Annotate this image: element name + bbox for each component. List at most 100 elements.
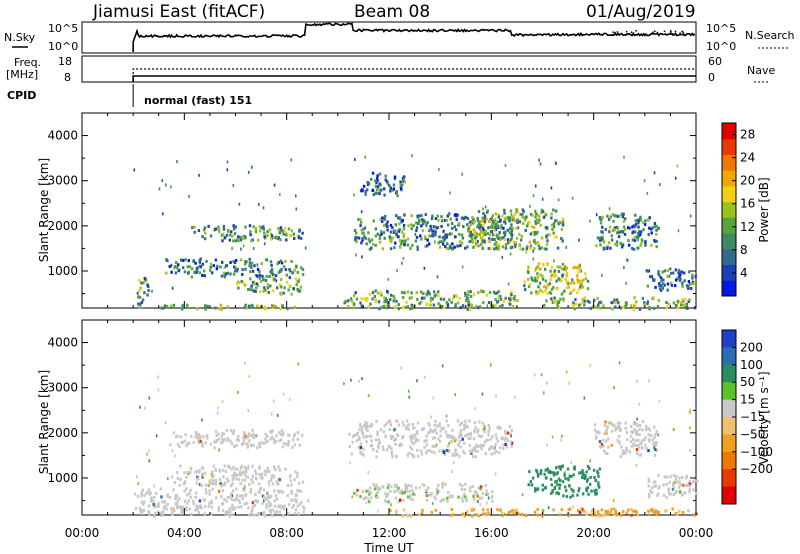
echo-cell [484, 229, 487, 233]
echo-cell [653, 453, 657, 457]
nsearch-point [652, 31, 654, 34]
echo-cell [393, 246, 396, 250]
echo-cell [156, 510, 160, 514]
echo-cell [469, 489, 472, 493]
echo-cell [518, 220, 522, 224]
echo-cell [653, 484, 656, 488]
echo-cell [676, 480, 679, 484]
freq-unit: [MHz] [6, 68, 38, 81]
echo-cell [510, 233, 514, 237]
echo-cell [264, 279, 268, 282]
echo-cell [663, 283, 666, 287]
echo-cell [521, 493, 524, 497]
echo-cell [643, 301, 646, 305]
echo-cell [291, 438, 295, 442]
echo-cell [161, 509, 165, 513]
echo-cell [426, 238, 429, 242]
echo-cell [190, 275, 193, 279]
echo-cell [195, 505, 198, 509]
echo-cell [395, 214, 398, 218]
echo-cell [375, 299, 378, 303]
echo-cell [271, 508, 274, 512]
echo-cell [400, 291, 404, 294]
echo-cell [557, 222, 560, 226]
echo-cell [609, 510, 612, 514]
echo-cell [473, 490, 476, 494]
echo-cell [549, 291, 553, 295]
echo-cell [258, 465, 261, 469]
echo-cell [410, 440, 414, 444]
echo-cell [193, 230, 196, 234]
echo-cell [640, 439, 644, 443]
echo-cell [248, 375, 251, 378]
echo-cell [365, 489, 368, 493]
echo-cell [626, 437, 629, 441]
echo-cell [469, 240, 473, 243]
echo-cell [537, 221, 540, 224]
echo-cell [183, 471, 186, 475]
echo-cell [436, 214, 439, 218]
echo-cell [412, 455, 415, 459]
echo-cell [488, 447, 491, 451]
echo-cell [634, 222, 638, 226]
echo-cell [265, 470, 268, 473]
nsky-label: N.Sky [4, 31, 36, 44]
echo-cell [292, 232, 296, 236]
echo-cell [578, 267, 581, 271]
echo-cell [279, 193, 281, 197]
echo-cell [286, 484, 290, 488]
echo-cell [387, 420, 390, 424]
echo-cell [479, 434, 482, 438]
echo-cell [678, 509, 681, 513]
echo-cell [197, 441, 201, 445]
echo-cell [632, 247, 636, 251]
echo-cell [388, 184, 391, 187]
echo-cell [270, 271, 273, 275]
echo-cell [521, 247, 525, 251]
echo-cell [643, 443, 647, 447]
echo-cell [416, 215, 419, 219]
echo-cell [231, 431, 234, 435]
echo-cell [278, 504, 281, 508]
echo-cell [636, 417, 638, 421]
echo-cell [595, 431, 598, 435]
echo-cell [442, 451, 446, 455]
echo-cell [483, 239, 486, 243]
echo-cell [432, 396, 435, 400]
echo-cell [515, 511, 518, 514]
echo-cell [266, 286, 270, 290]
echo-cell [186, 265, 189, 269]
echo-cell [152, 499, 155, 503]
echo-cell [251, 281, 255, 285]
echo-cell [269, 232, 273, 236]
echo-cell [551, 490, 554, 494]
echo-cell [155, 434, 158, 438]
echo-cell [475, 513, 478, 517]
echo-cell [523, 284, 526, 288]
echo-cell [361, 377, 363, 381]
echo-cell [243, 235, 246, 239]
echo-cell [456, 419, 460, 423]
echo-cell [449, 435, 452, 439]
echo-cell [492, 446, 495, 450]
echo-cell [264, 307, 267, 311]
echo-cell [600, 301, 603, 305]
echo-cell [362, 184, 366, 188]
echo-cell [459, 240, 462, 244]
echo-cell [242, 282, 245, 286]
echo-cell [176, 477, 179, 480]
echo-cell [551, 435, 554, 439]
echo-cell [275, 434, 278, 438]
echo-cell [201, 474, 204, 478]
echo-cell [576, 291, 579, 295]
echo-cell [377, 300, 381, 304]
echo-cell [553, 269, 556, 273]
echo-cell [516, 226, 520, 230]
echo-cell [420, 237, 423, 241]
echo-cell [647, 449, 650, 453]
echo-cell [586, 299, 589, 303]
echo-cell [430, 492, 433, 495]
echo-cell [398, 239, 402, 242]
echo-cell [505, 243, 508, 247]
echo-cell [632, 308, 635, 311]
